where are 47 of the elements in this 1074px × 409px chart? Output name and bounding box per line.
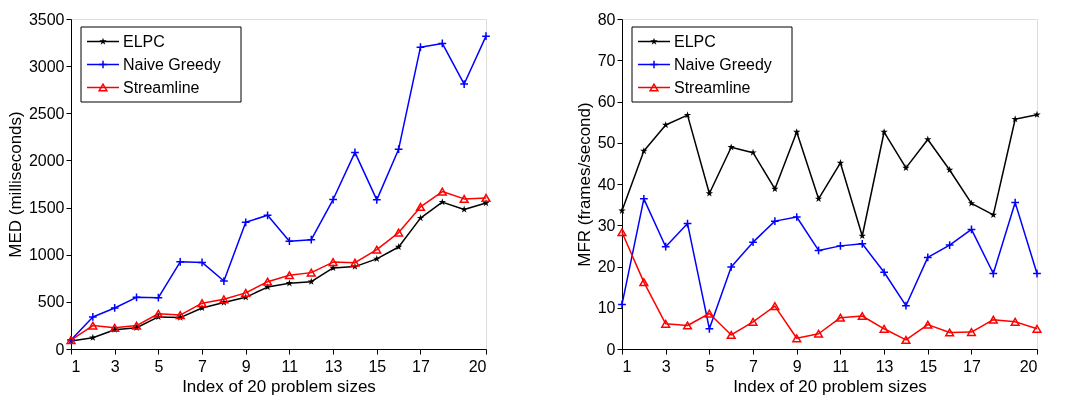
x-tick-label: 9	[241, 357, 251, 375]
y-tick-label: 3500	[28, 10, 65, 28]
y-tick-label: 2000	[28, 151, 65, 169]
y-tick-label: 10	[597, 299, 616, 317]
x-tick-label: 15	[919, 357, 938, 375]
y-tick-label: 2500	[28, 104, 65, 122]
x-tick-label: 9	[792, 357, 802, 375]
x-tick-label: 5	[154, 357, 164, 375]
legend-label: Naive Greedy	[123, 55, 221, 73]
y-tick-label: 0	[55, 340, 65, 358]
y-tick-label: 3000	[28, 57, 65, 75]
x-tick-label: 13	[324, 357, 343, 375]
y-tick-label: 1500	[28, 199, 65, 217]
legend-label: ELPC	[123, 32, 165, 50]
x-tick-label: 7	[198, 357, 208, 375]
y-tick-label: 0	[606, 340, 616, 358]
y-axis-title: MFR (frames/second)	[574, 102, 594, 267]
legend-label: Streamline	[674, 78, 751, 96]
x-tick-label: 7	[749, 357, 759, 375]
legend-label: ELPC	[674, 32, 716, 50]
x-axis-title: Index of 20 problem sizes	[182, 376, 376, 396]
y-tick-label: 80	[597, 10, 616, 28]
y-tick-label: 60	[597, 93, 616, 110]
legend-label: Naive Greedy	[674, 55, 772, 73]
x-tick-label: 17	[412, 357, 430, 375]
x-tick-label: 11	[832, 357, 850, 375]
y-tick-label: 500	[37, 293, 65, 311]
y-tick-label: 30	[597, 216, 616, 234]
x-tick-label: 13	[875, 357, 894, 375]
x-tick-label: 5	[705, 357, 715, 375]
x-tick-label: 17	[963, 357, 981, 375]
x-tick-label: 3	[661, 357, 671, 375]
x-tick-label: 1	[622, 357, 632, 375]
y-tick-label: 1000	[28, 246, 65, 264]
x-tick-label: 20	[1019, 357, 1038, 375]
legend-label: Streamline	[123, 78, 200, 96]
x-tick-label: 20	[468, 357, 487, 375]
x-tick-label: 3	[110, 357, 120, 375]
y-tick-label: 70	[597, 51, 616, 69]
x-axis-title: Index of 20 problem sizes	[733, 376, 927, 396]
x-tick-label: 15	[368, 357, 387, 375]
y-tick-label: 50	[597, 134, 616, 152]
x-tick-label: 1	[71, 357, 81, 375]
x-tick-label: 11	[281, 357, 299, 375]
y-tick-label: 20	[597, 258, 616, 275]
y-tick-label: 40	[597, 175, 616, 193]
y-axis-title: MED (milliseconds)	[5, 111, 25, 258]
